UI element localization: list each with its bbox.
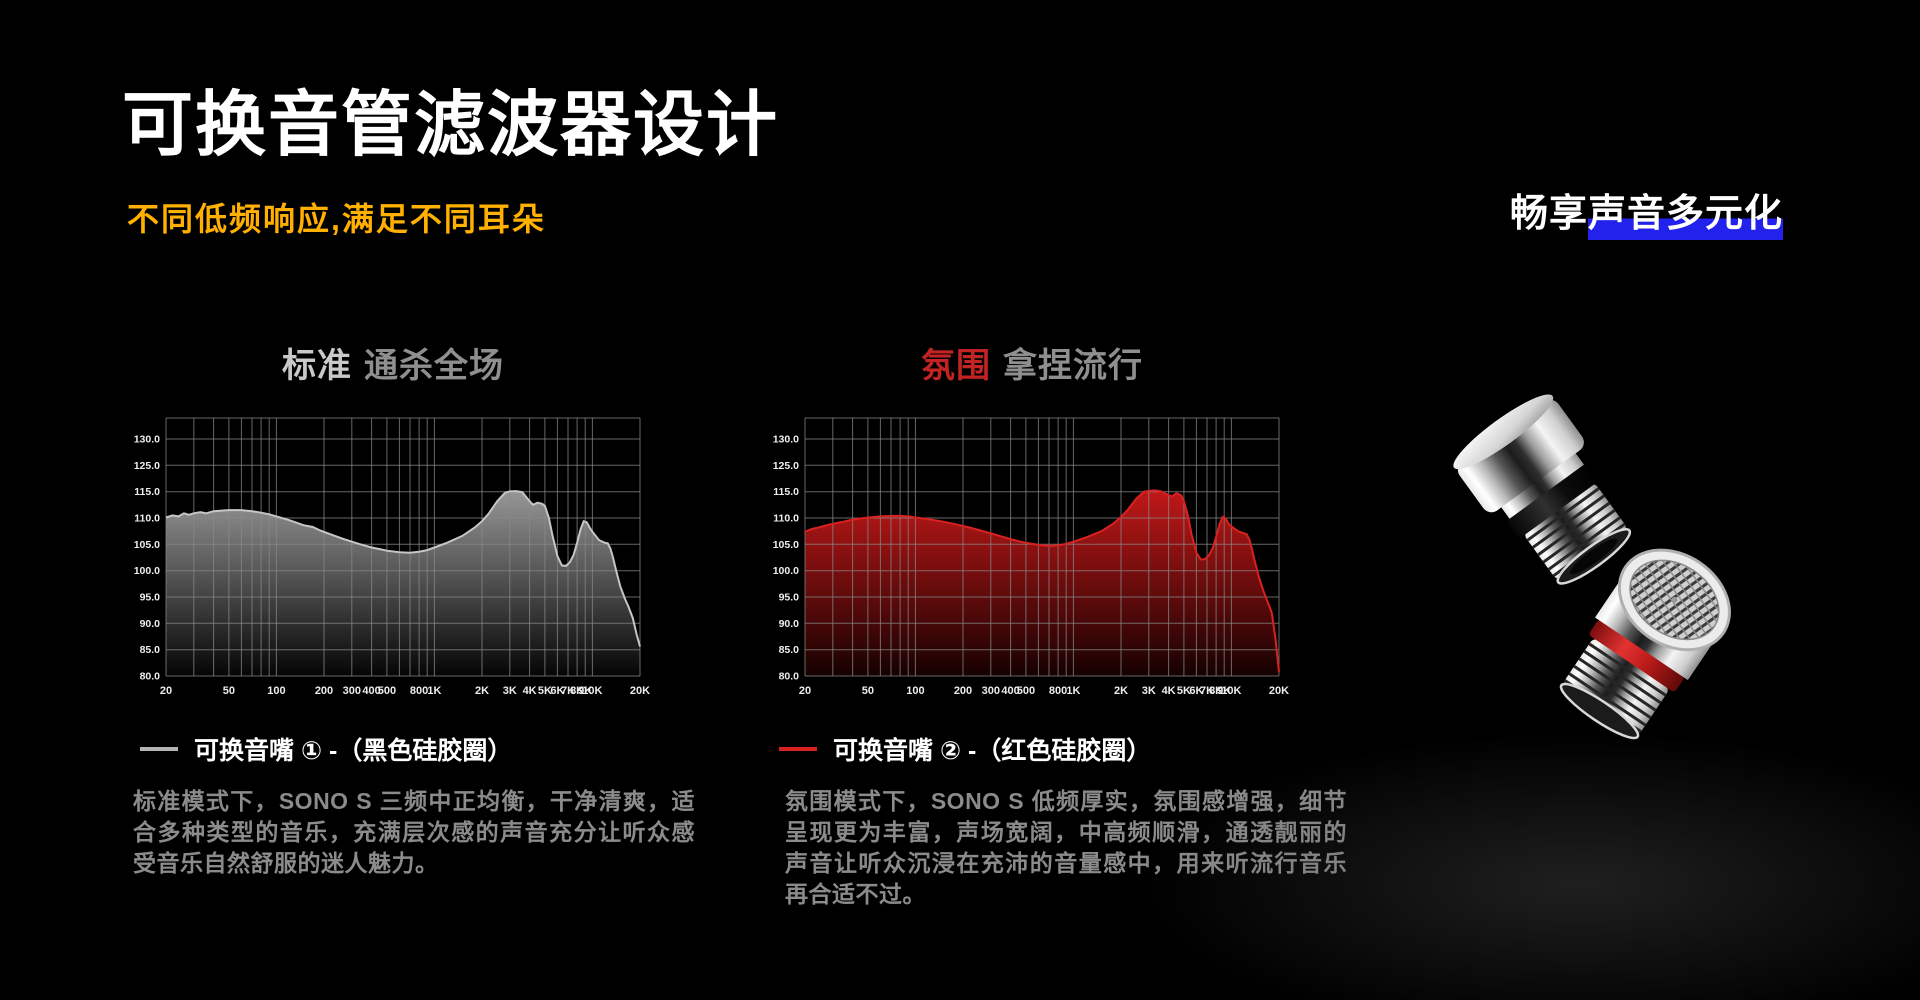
legend-label: 可换音嘴 ② -（红色硅胶圈） xyxy=(833,737,1152,765)
svg-text:2K: 2K xyxy=(475,685,489,697)
legend-line-swatch-red xyxy=(779,747,817,751)
svg-text:5K: 5K xyxy=(1177,685,1191,697)
svg-text:10K: 10K xyxy=(1221,685,1241,697)
svg-text:100: 100 xyxy=(906,685,924,697)
thread-section xyxy=(1564,639,1668,733)
chart-title-accent: 氛围 xyxy=(921,347,991,385)
svg-text:110.0: 110.0 xyxy=(773,513,799,525)
svg-text:7K: 7K xyxy=(1200,685,1214,697)
nozzle-cap xyxy=(1457,399,1584,513)
svg-text:20: 20 xyxy=(160,685,172,697)
svg-text:400: 400 xyxy=(362,685,380,697)
svg-text:6K: 6K xyxy=(1189,685,1203,697)
svg-text:10K: 10K xyxy=(582,685,602,697)
svg-text:125.0: 125.0 xyxy=(773,460,799,472)
svg-text:800: 800 xyxy=(1049,685,1067,697)
svg-text:95.0: 95.0 xyxy=(779,592,800,604)
svg-text:300: 300 xyxy=(343,685,361,697)
page-title: 可换音管滤波器设计 xyxy=(122,86,780,165)
svg-text:20K: 20K xyxy=(630,685,650,697)
svg-text:50: 50 xyxy=(223,685,235,697)
svg-text:50: 50 xyxy=(862,685,874,697)
svg-text:105.0: 105.0 xyxy=(134,539,160,551)
svg-text:80.0: 80.0 xyxy=(140,671,161,683)
svg-text:95.0: 95.0 xyxy=(140,592,161,604)
svg-text:6K: 6K xyxy=(550,685,564,697)
svg-text:9K: 9K xyxy=(1217,685,1231,697)
svg-text:125.0: 125.0 xyxy=(134,460,160,472)
svg-text:100.0: 100.0 xyxy=(773,565,799,577)
description-standard: 标准模式下，SONO S 三频中正均衡，干净清爽，适合多种类型的音乐，充满层次感… xyxy=(133,788,695,876)
svg-text:3K: 3K xyxy=(503,685,517,697)
svg-text:500: 500 xyxy=(378,685,396,697)
page-subtitle: 不同低频响应,满足不同耳朵 xyxy=(127,201,546,237)
chart-title-standard: 标准 通杀全场 xyxy=(130,338,656,387)
svg-text:1K: 1K xyxy=(427,685,441,697)
legend-label: 可换音嘴 ① -（黑色硅胶圈） xyxy=(194,737,513,765)
svg-text:20: 20 xyxy=(799,685,811,697)
chart-title-ambient: 氛围 拿捏流行 xyxy=(769,338,1295,387)
svg-text:90.0: 90.0 xyxy=(140,618,161,630)
svg-text:85.0: 85.0 xyxy=(140,644,161,656)
svg-text:100.0: 100.0 xyxy=(134,565,160,577)
svg-text:130.0: 130.0 xyxy=(134,434,160,446)
svg-text:5K: 5K xyxy=(538,685,552,697)
chart-title-rest: 通杀全场 xyxy=(364,347,504,385)
frequency-response-chart-ambient: 130.0 125.0 115.0 110.0 105.0 100.0 95.0 90.0 85… xyxy=(773,417,1289,697)
svg-text:1K: 1K xyxy=(1066,685,1080,697)
chart-title-accent: 标准 xyxy=(282,347,352,385)
frequency-response-chart-standard: 130.0 125.0 115.0 110.0 105.0 100.0 95.0 90.0 85… xyxy=(134,417,650,697)
svg-text:90.0: 90.0 xyxy=(779,618,800,630)
svg-text:110.0: 110.0 xyxy=(134,513,160,525)
svg-text:4K: 4K xyxy=(523,685,537,697)
svg-text:100: 100 xyxy=(267,685,285,697)
svg-text:105.0: 105.0 xyxy=(773,539,799,551)
svg-text:115.0: 115.0 xyxy=(773,486,799,498)
description-ambient: 氛围模式下，SONO S 低频厚实，氛围感增强，细节呈现更为丰富，声场宽阔，中高… xyxy=(785,788,1347,907)
svg-text:500: 500 xyxy=(1017,685,1035,697)
legend-line-swatch-gray xyxy=(140,747,178,751)
svg-text:85.0: 85.0 xyxy=(779,644,800,656)
svg-text:200: 200 xyxy=(315,685,333,697)
svg-text:8K: 8K xyxy=(1209,685,1223,697)
tagline: 畅享声音多元化 xyxy=(1510,182,1784,240)
svg-text:200: 200 xyxy=(954,685,972,697)
svg-text:300: 300 xyxy=(982,685,1000,697)
black-silicone-ring xyxy=(1507,463,1599,538)
nozzle-top-black xyxy=(1453,394,1632,585)
legend-ambient: 可换音嘴 ② -（红色硅胶圈） xyxy=(779,731,1151,767)
chart-title-rest: 拿捏流行 xyxy=(1003,347,1143,385)
tagline-highlight: 声音多元化 xyxy=(1588,193,1784,240)
nozzle-bottom-red xyxy=(1559,548,1731,740)
red-silicone-ring xyxy=(1589,620,1684,692)
floor-glow xyxy=(1130,730,1920,1000)
svg-text:8K: 8K xyxy=(570,685,584,697)
product-render xyxy=(1453,394,1731,740)
svg-text:3K: 3K xyxy=(1142,685,1156,697)
svg-text:400: 400 xyxy=(1001,685,1019,697)
tagline-plain: 畅享 xyxy=(1510,193,1589,235)
svg-text:80.0: 80.0 xyxy=(779,671,800,683)
legend-standard: 可换音嘴 ① -（黑色硅胶圈） xyxy=(140,731,512,767)
svg-text:7K: 7K xyxy=(561,685,575,697)
svg-text:130.0: 130.0 xyxy=(773,434,799,446)
svg-text:20K: 20K xyxy=(1269,685,1289,697)
svg-text:4K: 4K xyxy=(1162,685,1176,697)
svg-text:115.0: 115.0 xyxy=(134,486,160,498)
svg-text:2K: 2K xyxy=(1114,685,1128,697)
svg-text:800: 800 xyxy=(410,685,428,697)
svg-text:9K: 9K xyxy=(578,685,592,697)
